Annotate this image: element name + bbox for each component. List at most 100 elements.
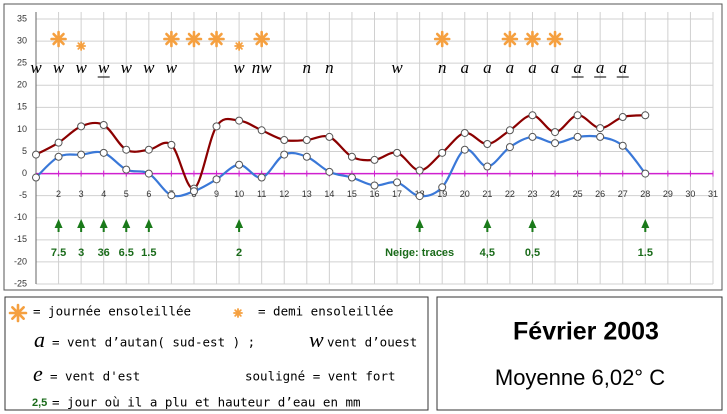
rain-arrow bbox=[77, 219, 86, 232]
x-tick-label: 6 bbox=[146, 189, 151, 199]
legend-autan: = vent d’autan( sud-est ) ; bbox=[52, 335, 255, 350]
x-tick-label: 31 bbox=[708, 189, 718, 199]
x-tick-label: 15 bbox=[347, 189, 357, 199]
data-point bbox=[573, 132, 582, 141]
data-point bbox=[505, 143, 514, 152]
wind: n bbox=[303, 58, 312, 77]
data-point bbox=[347, 152, 356, 161]
x-tick-label: 25 bbox=[573, 189, 583, 199]
data-point bbox=[144, 145, 153, 154]
data-point bbox=[415, 192, 424, 201]
legend-rain-symbol: 2,5 bbox=[32, 397, 47, 409]
data-point bbox=[99, 121, 108, 129]
x-tick-label: 17 bbox=[392, 189, 402, 199]
data-point bbox=[32, 173, 40, 182]
legend-ouest: vent d’ouest bbox=[327, 335, 417, 350]
legend-half-sun: = demi ensoleillée bbox=[258, 304, 393, 319]
data-point bbox=[167, 191, 176, 200]
legend-box bbox=[4, 296, 429, 411]
rain-label: Neige: traces bbox=[385, 247, 454, 259]
wind: w bbox=[121, 58, 133, 77]
wind: a bbox=[596, 58, 605, 77]
data-point bbox=[325, 167, 334, 176]
data-point bbox=[280, 150, 289, 159]
rain-label: 1.5 bbox=[141, 247, 156, 259]
wind: w bbox=[391, 58, 403, 77]
data-point bbox=[393, 178, 402, 187]
y-tick-label: -25 bbox=[14, 278, 27, 288]
data-point bbox=[370, 181, 379, 190]
y-tick-label: -15 bbox=[14, 234, 27, 244]
half-sun bbox=[234, 41, 244, 51]
data-point bbox=[483, 139, 492, 148]
x-tick-label: 9 bbox=[214, 189, 219, 199]
data-point bbox=[325, 132, 334, 141]
rain-arrow bbox=[415, 219, 424, 232]
x-tick-label: 26 bbox=[595, 189, 605, 199]
data-point bbox=[212, 122, 221, 131]
wind: w bbox=[98, 58, 110, 77]
rain-label: 1.5 bbox=[638, 247, 653, 259]
y-tick-label: 15 bbox=[17, 102, 27, 112]
rain-label: 36 bbox=[98, 247, 110, 259]
wind: a bbox=[483, 58, 492, 77]
y-tick-label: 0 bbox=[22, 168, 27, 178]
data-point bbox=[99, 148, 108, 157]
legend-sun: = journée ensoleillée bbox=[33, 304, 191, 319]
wind: w bbox=[233, 58, 245, 77]
data-point bbox=[551, 139, 560, 148]
wind: w bbox=[143, 58, 155, 77]
data-point bbox=[438, 183, 447, 192]
rain-arrow bbox=[528, 219, 537, 232]
x-tick-label: 20 bbox=[460, 189, 470, 199]
wind: a bbox=[506, 58, 515, 77]
rain-arrow bbox=[483, 219, 492, 232]
data-point bbox=[618, 141, 627, 150]
legend-half-sun-icon bbox=[233, 308, 243, 318]
data-point bbox=[302, 136, 311, 145]
wind: a bbox=[461, 58, 470, 77]
x-tick-label: 30 bbox=[685, 189, 695, 199]
x-tick-label: 12 bbox=[279, 189, 289, 199]
sun bbox=[546, 30, 564, 48]
sun bbox=[433, 30, 451, 48]
chart-frame bbox=[3, 3, 723, 291]
data-point bbox=[528, 132, 537, 141]
data-point bbox=[460, 128, 469, 137]
data-point bbox=[144, 169, 153, 178]
sun bbox=[50, 30, 67, 48]
data-point bbox=[438, 148, 447, 157]
data-point bbox=[483, 162, 492, 171]
x-tick-label: 5 bbox=[124, 189, 129, 199]
y-tick-label: -5 bbox=[19, 190, 27, 200]
data-point bbox=[393, 148, 402, 157]
data-point bbox=[77, 122, 86, 131]
data-point bbox=[596, 124, 605, 133]
x-tick-label: 2 bbox=[56, 189, 61, 199]
data-point bbox=[415, 166, 424, 175]
x-tick-label: 16 bbox=[369, 189, 379, 199]
y-tick-label: -10 bbox=[14, 212, 27, 222]
rain-label: 3 bbox=[78, 247, 84, 259]
data-point bbox=[122, 165, 131, 174]
wind: a bbox=[618, 58, 627, 77]
rain-arrow bbox=[122, 219, 131, 232]
mean: Moyenne 6,02° C bbox=[495, 365, 665, 390]
series-line bbox=[35, 114, 646, 190]
x-tick-label: 13 bbox=[302, 189, 312, 199]
data-point bbox=[54, 138, 63, 147]
data-point bbox=[167, 140, 176, 149]
series-line bbox=[35, 134, 647, 198]
data-point bbox=[77, 150, 86, 159]
summary-box bbox=[436, 296, 723, 411]
y-tick-label: 25 bbox=[17, 58, 27, 68]
data-point bbox=[551, 128, 560, 137]
data-point bbox=[370, 155, 379, 164]
sun bbox=[185, 30, 203, 48]
wind: w bbox=[30, 58, 42, 77]
y-tick-label: 30 bbox=[17, 35, 27, 45]
data-point bbox=[54, 152, 63, 161]
data-point bbox=[618, 113, 627, 122]
